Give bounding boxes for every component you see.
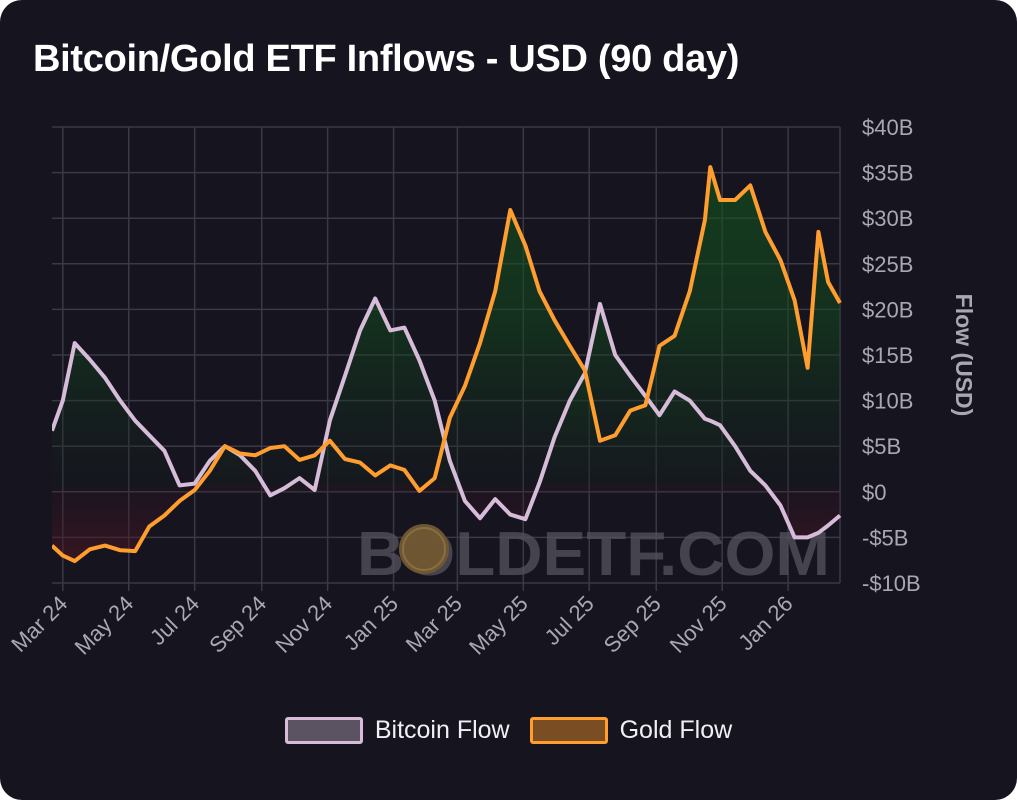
legend-label-gold: Gold Flow bbox=[619, 716, 733, 744]
x-tick-label: Sep 24 bbox=[204, 591, 271, 658]
y-axis-ticks: $40B $35B $30B $25B $20B $15B $10B $5B $0 -$5B -$1… bbox=[862, 115, 921, 596]
legend-swatch-bitcoin bbox=[284, 717, 363, 744]
y-tick-label: $20B bbox=[862, 297, 913, 322]
y-tick-label: $5B bbox=[862, 434, 901, 459]
x-tick-label: Nov 25 bbox=[665, 591, 732, 658]
y-axis-label: Flow (USD) bbox=[951, 294, 977, 417]
watermark-coin-rim bbox=[402, 527, 446, 571]
gold-flow-line bbox=[52, 165, 842, 564]
legend-item-gold[interactable]: Gold Flow bbox=[529, 716, 733, 745]
bitcoin-flow-line bbox=[52, 296, 842, 540]
y-tick-label: $30B bbox=[862, 206, 913, 231]
y-tick-label: -$5B bbox=[862, 525, 908, 550]
watermark-coin-icon bbox=[399, 524, 449, 574]
x-tick-label: Nov 24 bbox=[270, 591, 337, 658]
x-tick-label: Jan 26 bbox=[733, 591, 797, 655]
legend: Bitcoin Flow Gold Flow bbox=[0, 716, 1017, 745]
x-tick-label: May 25 bbox=[464, 591, 533, 660]
x-tick-label: Mar 24 bbox=[6, 591, 72, 657]
y-tick-label: $15B bbox=[862, 343, 913, 368]
legend-item-bitcoin[interactable]: Bitcoin Flow bbox=[284, 716, 510, 745]
x-tick-label: May 24 bbox=[70, 591, 139, 660]
y-tick-label: $35B bbox=[862, 161, 913, 186]
x-tick-label: Sep 25 bbox=[599, 591, 666, 658]
y-tick-label: $25B bbox=[862, 252, 913, 277]
x-tick-label: Mar 25 bbox=[401, 591, 467, 657]
chart-title: Bitcoin/Gold ETF Inflows - USD (90 day) bbox=[33, 38, 740, 80]
series-lines bbox=[52, 165, 842, 564]
y-tick-label: -$10B bbox=[862, 571, 921, 596]
legend-swatch-gold bbox=[529, 717, 608, 744]
x-tick-label: Jul 24 bbox=[145, 591, 204, 650]
legend-label-bitcoin: Bitcoin Flow bbox=[374, 716, 510, 744]
x-tick-label: Jul 25 bbox=[540, 591, 599, 650]
y-tick-label: $10B bbox=[862, 389, 913, 414]
watermark: BOLDETF.COM bbox=[357, 520, 830, 589]
y-tick-label: $0 bbox=[862, 480, 886, 505]
x-tick-label: Jan 25 bbox=[339, 591, 403, 655]
y-tick-label: $40B bbox=[862, 115, 913, 140]
